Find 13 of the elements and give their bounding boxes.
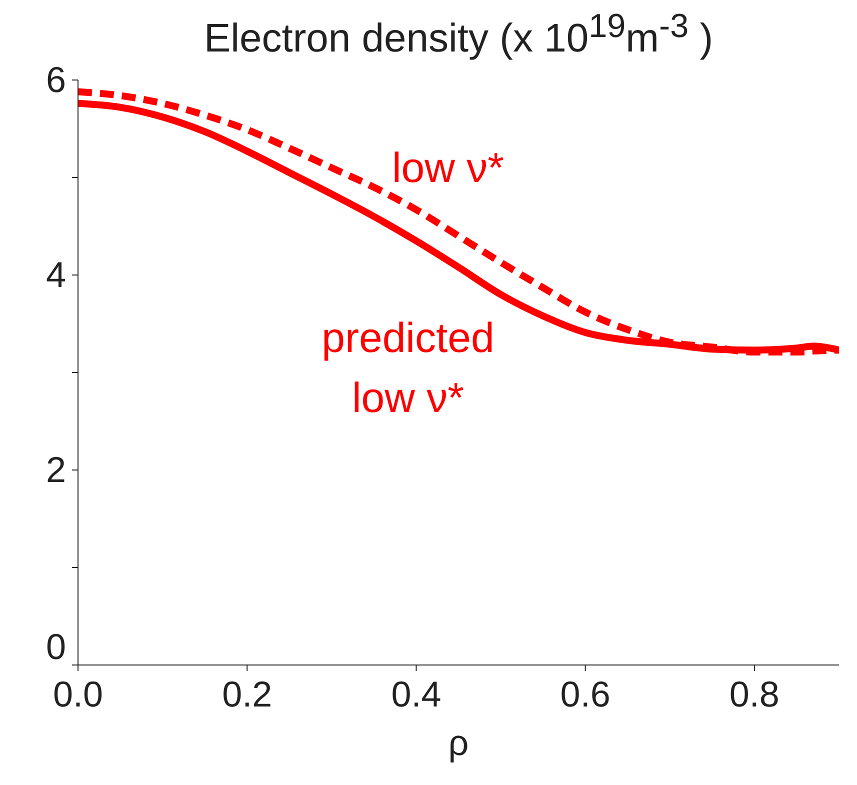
y-tick-label: 0	[46, 626, 66, 667]
x-tick-label: 0.0	[52, 674, 104, 715]
annotation: predicted low ν*	[320, 313, 496, 423]
y-tick-label: 6	[46, 59, 66, 100]
chart-title: Electron density (x 10$^{19}$m$^{-3}$ )	[202, 8, 714, 60]
x-tick-label: 0.6	[560, 674, 610, 715]
x-tick-label: 0.4	[391, 674, 442, 715]
annotation: low ν*	[390, 143, 506, 193]
x-axis-title: ρ	[448, 722, 469, 763]
x-tick-label: 0.8	[729, 674, 780, 715]
x-tick-label: 0.2	[222, 674, 272, 715]
y-tick-label: 4	[46, 254, 66, 295]
y-tick-label: 2	[46, 449, 66, 490]
